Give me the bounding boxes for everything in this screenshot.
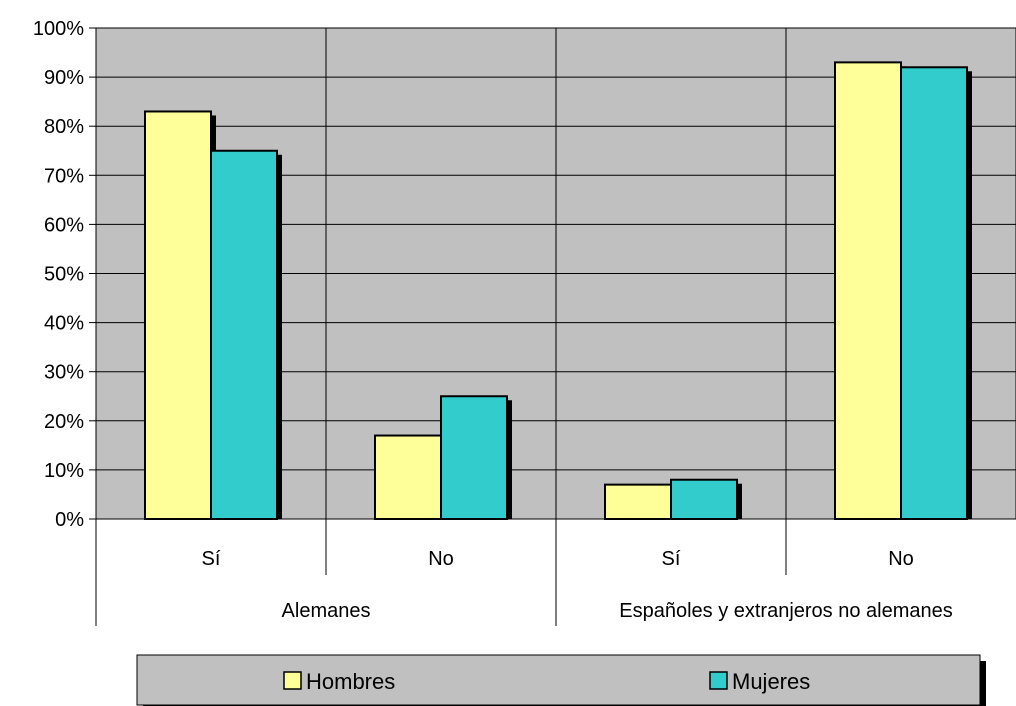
x-group-label: Alemanes bbox=[282, 600, 371, 622]
legend-swatch bbox=[283, 671, 302, 690]
plot-area bbox=[95, 27, 1016, 521]
x-category-label: Sí bbox=[662, 548, 681, 570]
y-tick-label: 100% bbox=[33, 18, 84, 40]
y-tick-label: 40% bbox=[44, 313, 84, 335]
axes: 0% 10% 20% 30% 40% 50% 60% 70% 80% 90% 100% Sí No Sí N… bbox=[33, 18, 953, 626]
bar bbox=[604, 483, 672, 521]
x-category-label: No bbox=[888, 548, 914, 570]
x-category-label: No bbox=[428, 548, 454, 570]
bar bbox=[144, 110, 212, 520]
y-tick-label: 90% bbox=[44, 67, 84, 89]
legend-label: Hombres bbox=[306, 669, 395, 694]
y-tick-label: 30% bbox=[44, 362, 84, 384]
y-tick-label: 10% bbox=[44, 460, 84, 482]
y-tick-label: 70% bbox=[44, 165, 84, 187]
bar bbox=[834, 61, 902, 521]
bar bbox=[374, 434, 442, 520]
bar bbox=[670, 478, 738, 520]
x-group-label: Españoles y extranjeros no alemanes bbox=[619, 600, 953, 622]
legend-swatch bbox=[709, 671, 728, 690]
y-tick-label: 80% bbox=[44, 116, 84, 138]
legend-box bbox=[136, 654, 981, 706]
legend-label: Mujeres bbox=[732, 669, 810, 694]
bar bbox=[210, 149, 278, 520]
y-tick-label: 0% bbox=[55, 509, 84, 531]
bar bbox=[440, 395, 508, 520]
y-tick-label: 60% bbox=[44, 214, 84, 236]
x-category-label: Sí bbox=[202, 548, 221, 570]
bar bbox=[900, 66, 968, 520]
y-tick-label: 50% bbox=[44, 264, 84, 286]
y-tick-label: 20% bbox=[44, 411, 84, 433]
legend: Hombres Mujeres bbox=[136, 654, 986, 706]
